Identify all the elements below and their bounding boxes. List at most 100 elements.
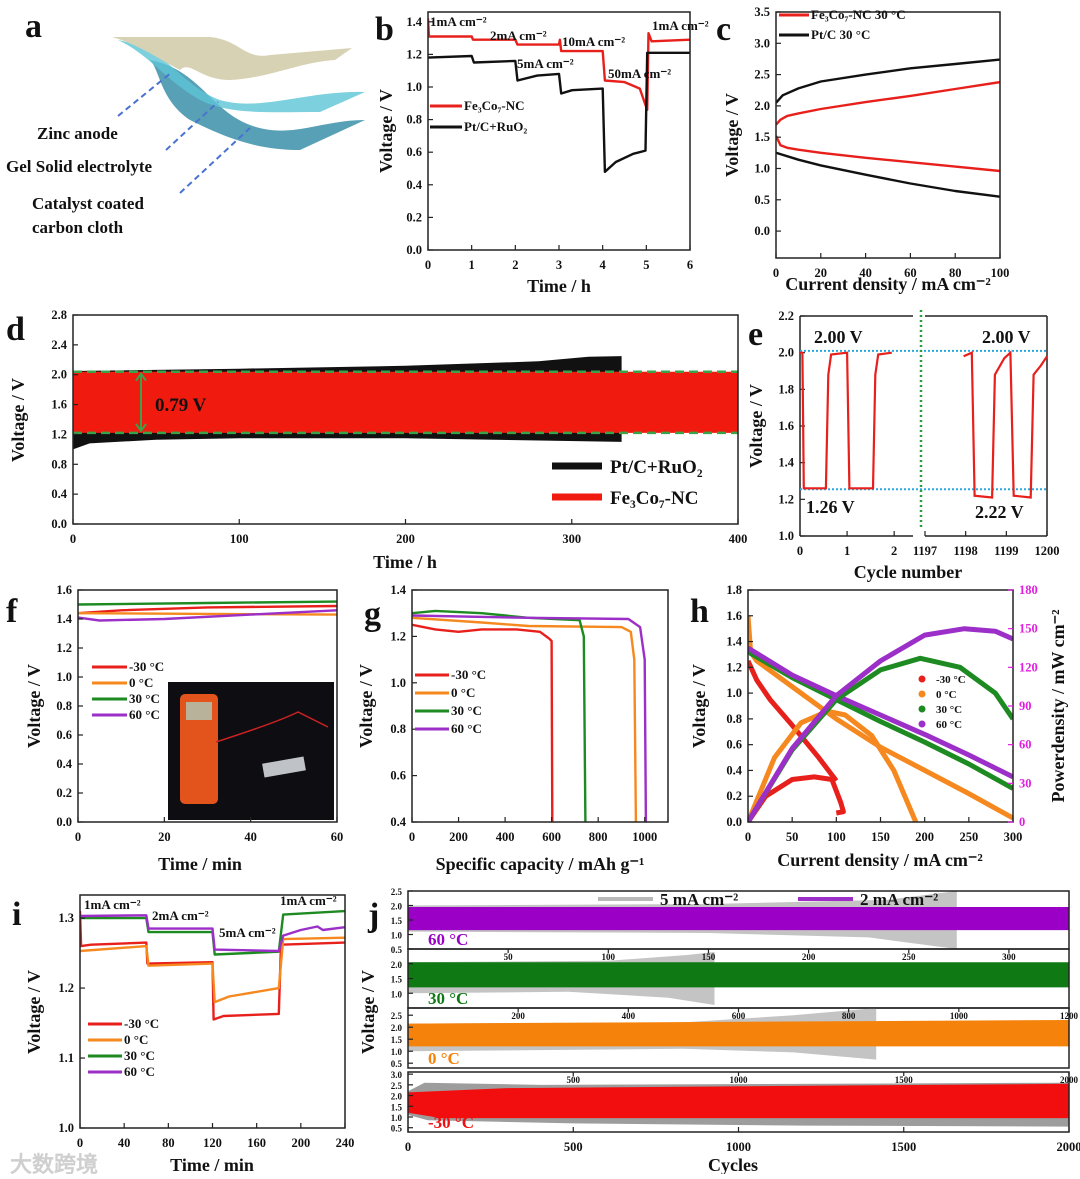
series-line bbox=[964, 353, 1047, 498]
y-tick-label: 2.5 bbox=[754, 68, 770, 82]
annotation: 5mA cm⁻² bbox=[219, 925, 276, 940]
band-2ma bbox=[408, 962, 1069, 987]
y-tick-label: 0.4 bbox=[726, 763, 742, 777]
x-tick-label: 0 bbox=[70, 532, 76, 546]
x-tick-label: 1000 bbox=[632, 830, 657, 844]
annotation: 2mA cm⁻² bbox=[490, 28, 547, 43]
x-tick-label: 0 bbox=[405, 1140, 411, 1154]
x-tick-label: 300 bbox=[1004, 830, 1023, 844]
annotation: 1mA cm⁻² bbox=[280, 893, 337, 908]
y-tick-label: 0.2 bbox=[726, 789, 742, 803]
y-tick-label: 1.5 bbox=[754, 130, 770, 144]
y-tick-label: 2.4 bbox=[51, 338, 67, 352]
legend-label: Fe₃Co₇-NC bbox=[610, 488, 698, 509]
callout-zinc-anode: Zinc anode bbox=[37, 124, 118, 143]
annotation: 0.79 V bbox=[155, 395, 207, 416]
series-line bbox=[78, 602, 337, 605]
y-axis-label: Voltage / V bbox=[376, 89, 396, 173]
x-tick-label: 0 bbox=[797, 544, 803, 558]
y2-axis-label: Powerdensity / mW cm⁻² bbox=[1048, 609, 1068, 802]
x-tick-label: 100 bbox=[991, 266, 1010, 280]
y-tick-label: 2.5 bbox=[391, 887, 403, 897]
y-tick-label: 0.4 bbox=[406, 178, 422, 192]
x-tick-label: 20 bbox=[158, 830, 171, 844]
y-tick-label: 0.6 bbox=[726, 738, 742, 752]
x-tick-label: 1 bbox=[469, 258, 475, 272]
x-tick-label: 1 bbox=[844, 544, 850, 558]
y-tick-label: 1.0 bbox=[391, 1047, 403, 1057]
x-tick-label: 1000 bbox=[730, 1075, 749, 1085]
power-density-curve bbox=[748, 629, 1013, 822]
y-tick-label: 1.8 bbox=[726, 583, 742, 597]
x-tick-label: 2000 bbox=[1060, 1075, 1079, 1085]
x-tick-label: 200 bbox=[291, 1136, 310, 1150]
legend-label: 0 °C bbox=[129, 675, 153, 690]
plot-frame bbox=[776, 12, 1000, 258]
x-tick-label: 240 bbox=[336, 1136, 355, 1150]
legend-label: -30 °C bbox=[451, 667, 486, 682]
x-axis-label: Current density / mA cm⁻² bbox=[777, 850, 983, 870]
x-tick-label: 500 bbox=[567, 1075, 581, 1085]
y-tick-label: 1.4 bbox=[778, 456, 794, 470]
x-tick-label: 200 bbox=[511, 1011, 525, 1021]
y-tick-label: 0.0 bbox=[56, 815, 72, 829]
series-line bbox=[80, 915, 345, 951]
y-tick-label: 0.8 bbox=[726, 712, 742, 726]
x-tick-label: 1198 bbox=[954, 544, 978, 558]
y-tick-label: 0.5 bbox=[391, 945, 403, 955]
y-tick-label: 1.0 bbox=[58, 1121, 74, 1135]
inset-photo bbox=[168, 682, 334, 820]
x-tick-label: 200 bbox=[915, 830, 934, 844]
y-tick-label: 1.2 bbox=[58, 981, 74, 995]
x-axis-label: Time / h bbox=[373, 552, 437, 572]
legend-marker bbox=[919, 676, 926, 683]
x-tick-label: 6 bbox=[687, 258, 693, 272]
panel-label-e: e bbox=[748, 316, 763, 353]
x-tick-label: 2 bbox=[512, 258, 518, 272]
y-tick-label: 0 bbox=[1019, 815, 1025, 829]
legend: -30 °C0 °C30 °C60 °C bbox=[88, 1016, 159, 1079]
y-tick-label: 1.0 bbox=[390, 676, 406, 690]
callout-catalyst-line2: carbon cloth bbox=[32, 218, 124, 237]
series-line bbox=[800, 353, 892, 489]
y-tick-label: 2.0 bbox=[391, 902, 403, 912]
y-tick-label: 1.4 bbox=[56, 612, 72, 626]
annotation: 1mA cm⁻² bbox=[652, 18, 709, 33]
legend-label: 0 °C bbox=[124, 1032, 148, 1047]
y-tick-label: 1.4 bbox=[390, 583, 406, 597]
x-tick-label: 300 bbox=[1002, 952, 1016, 962]
legend-label: 30 °C bbox=[936, 704, 962, 716]
y-tick-label: 1.2 bbox=[51, 427, 67, 441]
x-tick-label: 2000 bbox=[1057, 1140, 1080, 1154]
y-tick-label: 1.6 bbox=[778, 419, 794, 433]
series-line bbox=[776, 60, 1000, 103]
y-tick-label: 3.5 bbox=[754, 5, 770, 19]
strip-temperature-label: 30 °C bbox=[428, 989, 468, 1008]
x-axis-label: Time / h bbox=[527, 276, 591, 296]
y-axis-label: Voltage / V bbox=[8, 378, 28, 462]
legend-label: Fe₃Co₇-NC bbox=[464, 98, 525, 113]
series-line bbox=[412, 625, 552, 822]
x-tick-label: 250 bbox=[902, 952, 916, 962]
legend-label: 30 °C bbox=[451, 703, 482, 718]
plot-frame bbox=[748, 590, 1013, 822]
y-axis-label: Voltage / V bbox=[356, 664, 376, 748]
x-tick-label: 0 bbox=[409, 830, 415, 844]
y-tick-label: 1.2 bbox=[56, 641, 72, 655]
x-tick-label: 200 bbox=[449, 830, 468, 844]
y-tick-label: 1.5 bbox=[391, 1102, 403, 1112]
legend-label: 2 mA cm⁻² bbox=[860, 890, 938, 909]
y-tick-label: 1.4 bbox=[726, 635, 742, 649]
legend-label: 5 mA cm⁻² bbox=[660, 890, 738, 909]
y-tick-label: 0.4 bbox=[51, 487, 67, 501]
y-tick-label: 0.6 bbox=[56, 728, 72, 742]
x-tick-label: 250 bbox=[959, 830, 978, 844]
callout-catalyst-line1: Catalyst coated bbox=[32, 194, 144, 213]
x-tick-label: 0 bbox=[75, 830, 81, 844]
x-tick-label: 1200 bbox=[1060, 1011, 1079, 1021]
annotation: 10mA cm⁻² bbox=[562, 34, 625, 49]
